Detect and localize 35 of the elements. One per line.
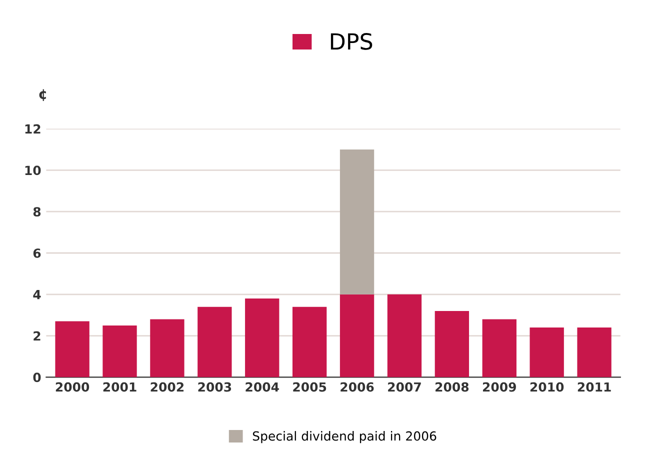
legend-label: DPS [330, 33, 372, 50]
y-axis-title: ¢ [39, 89, 46, 102]
bar [340, 150, 374, 294]
x-tick-label: 2010 [530, 382, 564, 392]
y-tick-label: 2 [34, 331, 40, 341]
x-tick-label: 2002 [150, 382, 184, 392]
bar [340, 294, 374, 378]
bar [245, 298, 280, 378]
y-tick-label: 12 [25, 124, 40, 134]
x-tick-label: 2003 [198, 382, 232, 392]
x-tick-label: 2005 [293, 382, 326, 392]
y-tick-label: 10 [25, 166, 41, 176]
x-tick-label: 2000 [56, 382, 90, 392]
y-tick-label: 8 [33, 207, 41, 217]
bar [150, 319, 184, 378]
bar [387, 294, 422, 378]
bar [434, 310, 470, 378]
y-tick-label: 4 [33, 290, 41, 300]
y-tick-label: 6 [33, 248, 41, 258]
legend-label: Special dividend paid in 2006 [252, 431, 436, 444]
x-tick-label: 2009 [482, 382, 516, 392]
x-tick-label: 2007 [388, 382, 421, 392]
bar [198, 306, 232, 378]
x-tick-label: 2008 [436, 382, 469, 392]
x-tick-label: 2011 [578, 382, 611, 392]
bar [577, 328, 612, 378]
bar [55, 321, 90, 378]
y-tick-label: 0 [33, 372, 41, 382]
bar [102, 325, 137, 378]
bar [292, 306, 327, 378]
bar [530, 328, 564, 378]
x-tick-label: 2006 [340, 382, 374, 392]
x-tick-label: 2004 [246, 382, 279, 392]
bar [482, 319, 516, 378]
x-tick-label: 2001 [103, 382, 136, 392]
